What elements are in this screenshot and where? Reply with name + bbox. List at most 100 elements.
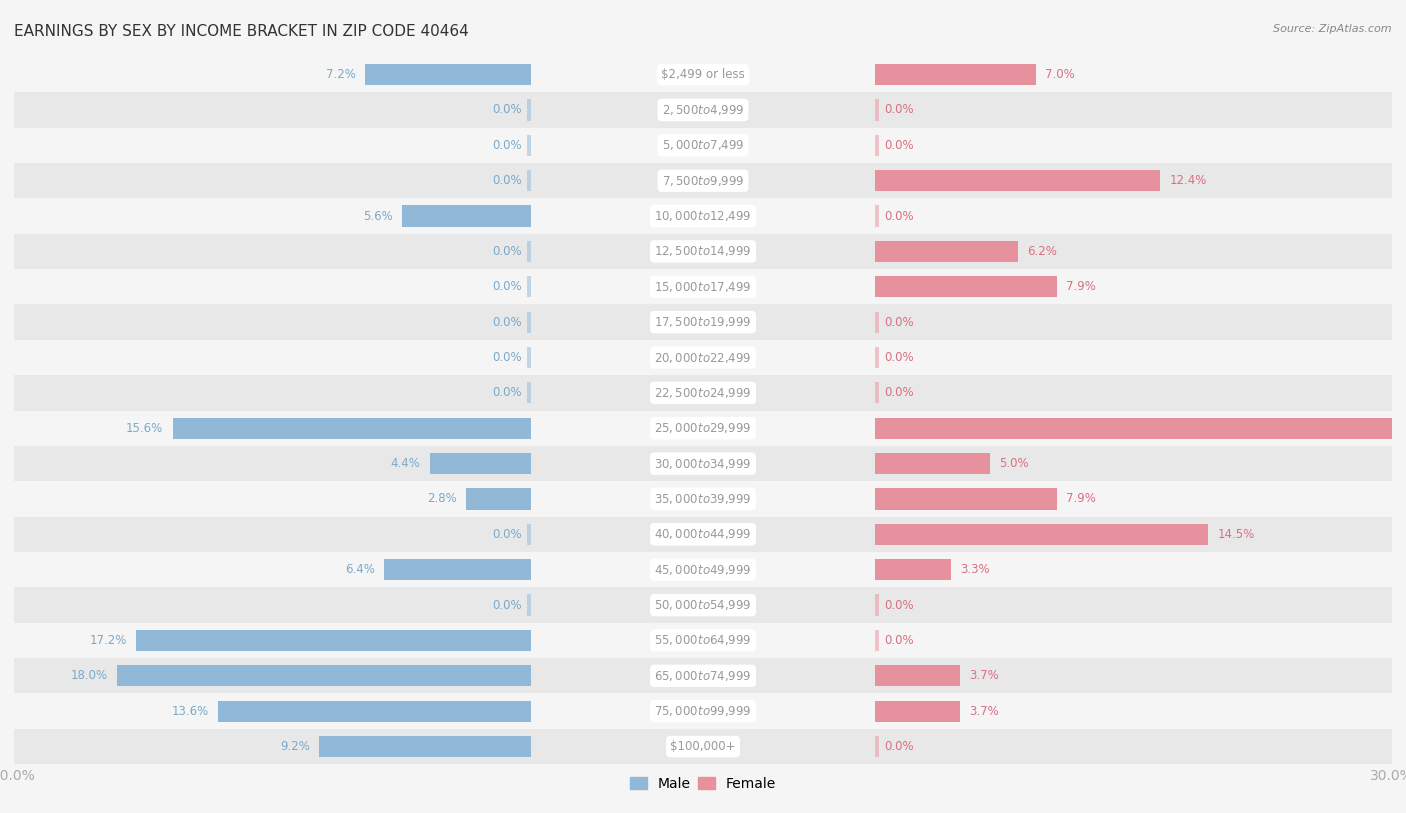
Bar bbox=[875, 630, 879, 651]
Bar bbox=[14, 198, 1392, 234]
Text: EARNINGS BY SEX BY INCOME BRACKET IN ZIP CODE 40464: EARNINGS BY SEX BY INCOME BRACKET IN ZIP… bbox=[14, 24, 468, 39]
Text: 0.0%: 0.0% bbox=[884, 315, 914, 328]
Text: 7.2%: 7.2% bbox=[326, 68, 356, 81]
Bar bbox=[875, 382, 879, 403]
Bar bbox=[14, 729, 1392, 764]
Text: $55,000 to $64,999: $55,000 to $64,999 bbox=[654, 633, 752, 647]
Text: 7.9%: 7.9% bbox=[1066, 493, 1095, 506]
Text: 5.6%: 5.6% bbox=[363, 210, 392, 223]
Text: 7.0%: 7.0% bbox=[1045, 68, 1076, 81]
Text: $100,000+: $100,000+ bbox=[671, 740, 735, 753]
Bar bbox=[875, 701, 960, 722]
Text: 6.4%: 6.4% bbox=[344, 563, 374, 576]
Bar bbox=[875, 594, 879, 615]
Bar bbox=[14, 587, 1392, 623]
Text: 2.8%: 2.8% bbox=[427, 493, 457, 506]
Bar bbox=[527, 524, 531, 545]
Text: 9.2%: 9.2% bbox=[280, 740, 311, 753]
Bar bbox=[14, 304, 1392, 340]
Bar bbox=[875, 135, 879, 156]
Text: 7.9%: 7.9% bbox=[1066, 280, 1095, 293]
Text: 0.0%: 0.0% bbox=[492, 351, 522, 364]
Bar bbox=[14, 517, 1392, 552]
Text: $22,500 to $24,999: $22,500 to $24,999 bbox=[654, 386, 752, 400]
Bar bbox=[875, 241, 1018, 262]
Text: $15,000 to $17,499: $15,000 to $17,499 bbox=[654, 280, 752, 293]
Text: 0.0%: 0.0% bbox=[884, 139, 914, 152]
Text: $30,000 to $34,999: $30,000 to $34,999 bbox=[654, 457, 752, 471]
Bar bbox=[384, 559, 531, 580]
Text: 0.0%: 0.0% bbox=[492, 386, 522, 399]
Text: $2,499 or less: $2,499 or less bbox=[661, 68, 745, 81]
Bar bbox=[14, 163, 1392, 198]
Text: Source: ZipAtlas.com: Source: ZipAtlas.com bbox=[1274, 24, 1392, 34]
Bar bbox=[14, 128, 1392, 163]
Bar bbox=[14, 376, 1392, 411]
Bar bbox=[875, 276, 1057, 298]
Text: 0.0%: 0.0% bbox=[884, 351, 914, 364]
Bar bbox=[136, 630, 530, 651]
Bar bbox=[527, 276, 531, 298]
Text: $65,000 to $74,999: $65,000 to $74,999 bbox=[654, 669, 752, 683]
Text: 0.0%: 0.0% bbox=[884, 740, 914, 753]
Bar bbox=[117, 665, 531, 686]
Bar bbox=[875, 489, 1057, 510]
Bar bbox=[14, 269, 1392, 304]
Bar bbox=[527, 594, 531, 615]
Text: 18.0%: 18.0% bbox=[72, 669, 108, 682]
Text: $25,000 to $29,999: $25,000 to $29,999 bbox=[654, 421, 752, 435]
Bar bbox=[14, 552, 1392, 587]
Text: 0.0%: 0.0% bbox=[884, 634, 914, 647]
Bar bbox=[527, 311, 531, 333]
Text: 17.2%: 17.2% bbox=[89, 634, 127, 647]
Bar bbox=[14, 57, 1392, 92]
Bar bbox=[14, 481, 1392, 517]
Bar bbox=[875, 418, 1406, 439]
Bar bbox=[430, 453, 531, 474]
Text: 6.2%: 6.2% bbox=[1026, 245, 1057, 258]
Bar bbox=[14, 92, 1392, 128]
Text: $50,000 to $54,999: $50,000 to $54,999 bbox=[654, 598, 752, 612]
Bar bbox=[875, 524, 1208, 545]
Text: 5.0%: 5.0% bbox=[1000, 457, 1029, 470]
Bar bbox=[875, 559, 950, 580]
Text: $17,500 to $19,999: $17,500 to $19,999 bbox=[654, 315, 752, 329]
Text: 14.5%: 14.5% bbox=[1218, 528, 1254, 541]
Text: 12.4%: 12.4% bbox=[1170, 174, 1206, 187]
Text: $45,000 to $49,999: $45,000 to $49,999 bbox=[654, 563, 752, 576]
Text: 0.0%: 0.0% bbox=[492, 280, 522, 293]
Bar bbox=[527, 241, 531, 262]
Bar bbox=[875, 665, 960, 686]
Bar bbox=[366, 64, 531, 85]
Text: $35,000 to $39,999: $35,000 to $39,999 bbox=[654, 492, 752, 506]
Bar bbox=[14, 659, 1392, 693]
Text: 0.0%: 0.0% bbox=[492, 103, 522, 116]
Text: $7,500 to $9,999: $7,500 to $9,999 bbox=[662, 174, 744, 188]
Bar bbox=[14, 623, 1392, 659]
Bar bbox=[14, 233, 1392, 269]
Text: 0.0%: 0.0% bbox=[884, 386, 914, 399]
Text: 0.0%: 0.0% bbox=[492, 598, 522, 611]
Bar bbox=[14, 693, 1392, 729]
Bar bbox=[14, 411, 1392, 446]
Bar bbox=[527, 347, 531, 368]
Bar bbox=[527, 170, 531, 191]
Text: 0.0%: 0.0% bbox=[884, 598, 914, 611]
Text: 13.6%: 13.6% bbox=[172, 705, 209, 718]
Bar bbox=[875, 736, 879, 757]
Bar bbox=[14, 446, 1392, 481]
Text: 4.4%: 4.4% bbox=[391, 457, 420, 470]
Bar bbox=[527, 135, 531, 156]
Text: 0.0%: 0.0% bbox=[884, 103, 914, 116]
Text: 0.0%: 0.0% bbox=[884, 210, 914, 223]
Text: $5,000 to $7,499: $5,000 to $7,499 bbox=[662, 138, 744, 152]
Bar bbox=[875, 311, 879, 333]
Text: 3.7%: 3.7% bbox=[969, 669, 1000, 682]
Text: $20,000 to $22,499: $20,000 to $22,499 bbox=[654, 350, 752, 364]
Bar bbox=[875, 347, 879, 368]
Text: $75,000 to $99,999: $75,000 to $99,999 bbox=[654, 704, 752, 718]
Bar bbox=[467, 489, 531, 510]
Bar bbox=[875, 64, 1036, 85]
Legend: Male, Female: Male, Female bbox=[624, 771, 782, 796]
Text: 3.7%: 3.7% bbox=[969, 705, 1000, 718]
